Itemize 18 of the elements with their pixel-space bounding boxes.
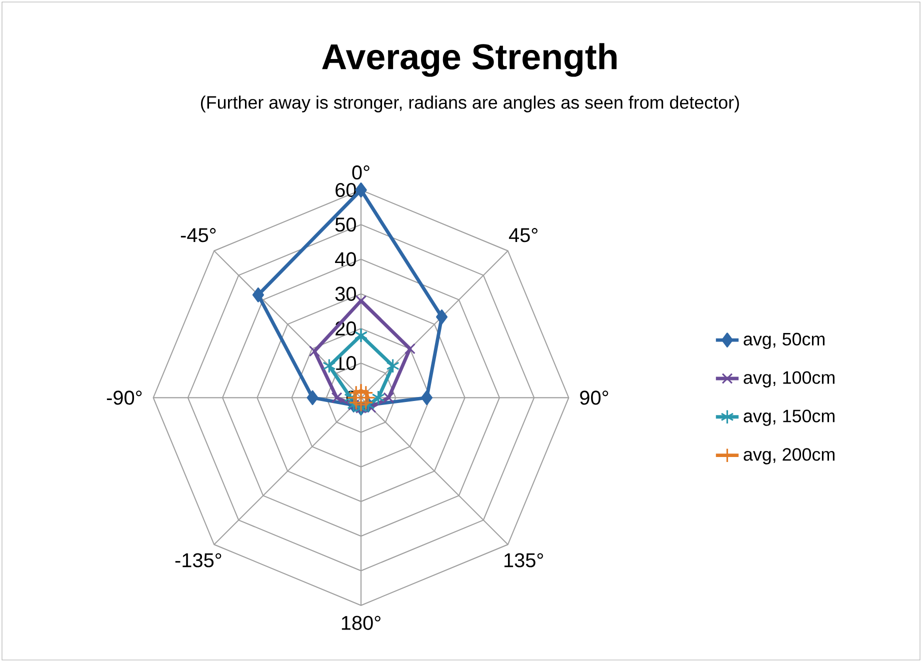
y-tick-label: 40	[335, 252, 356, 266]
spoke-label: -90°	[106, 390, 142, 405]
y-tick-label: 60	[336, 182, 356, 198]
legend-label: avg, 200cm	[744, 448, 834, 464]
y-tick-label: 50	[335, 218, 356, 232]
spoke-label: -45°	[180, 228, 216, 242]
legend-label: avg, 50cm	[744, 332, 824, 350]
y-tick-label: 30	[335, 286, 356, 301]
spoke-label: -135°	[175, 553, 222, 568]
spoke-label: 0°	[352, 165, 370, 180]
chart-subtitle: (Further away is stronger, radians are angles as seen from detector)	[200, 96, 739, 112]
spoke-label: 90°	[580, 390, 608, 405]
chart-title: Average Strength	[322, 43, 617, 77]
legend-label: avg, 100cm	[744, 371, 834, 388]
legend-label: avg, 150cm	[744, 410, 834, 426]
spoke-label: 135°	[504, 553, 543, 568]
spoke-label: 180°	[342, 616, 380, 630]
spoke-label: 45°	[508, 228, 538, 242]
